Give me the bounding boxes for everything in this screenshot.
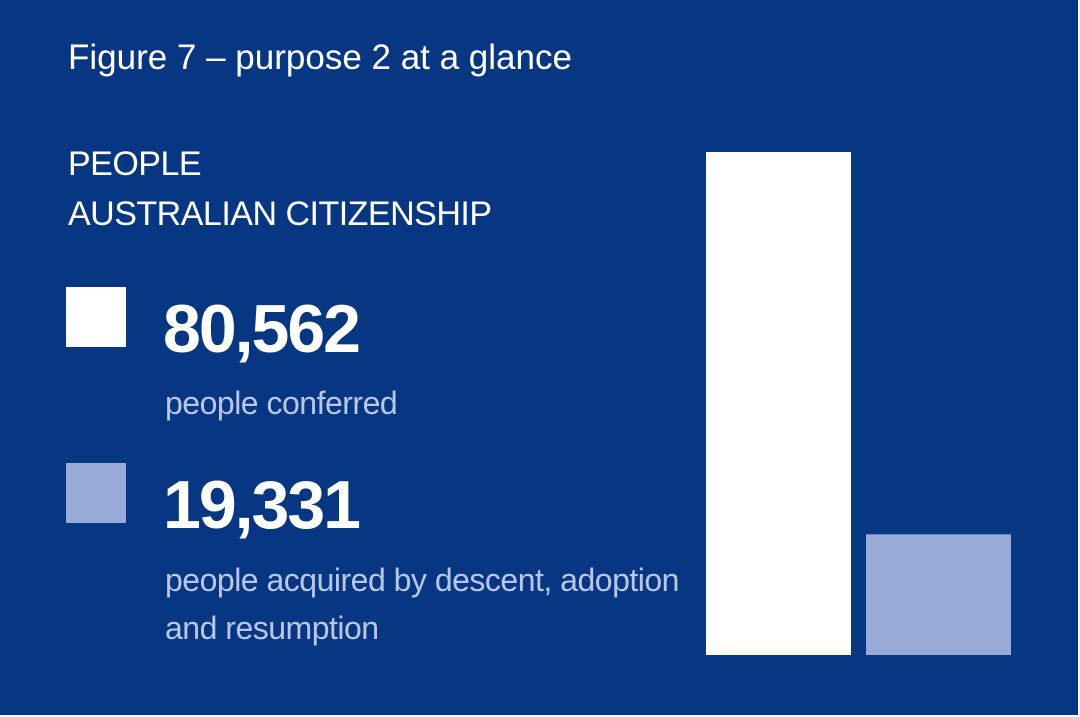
category-label: people conferred [165, 385, 398, 421]
legend-swatch [66, 463, 126, 523]
subtitle: AUSTRALIAN CITIZENSHIP [68, 195, 492, 233]
value-label: 80,562 [163, 291, 361, 367]
chart-title: Figure 7 – purpose 2 at a glance [68, 38, 572, 77]
value-label: 19,331 [163, 467, 361, 543]
legend-swatch [66, 287, 126, 347]
bar [706, 152, 851, 655]
bar [866, 534, 1011, 655]
subtitle: PEOPLE [68, 145, 202, 183]
category-label: people acquired by descent, adoption and… [165, 562, 679, 646]
